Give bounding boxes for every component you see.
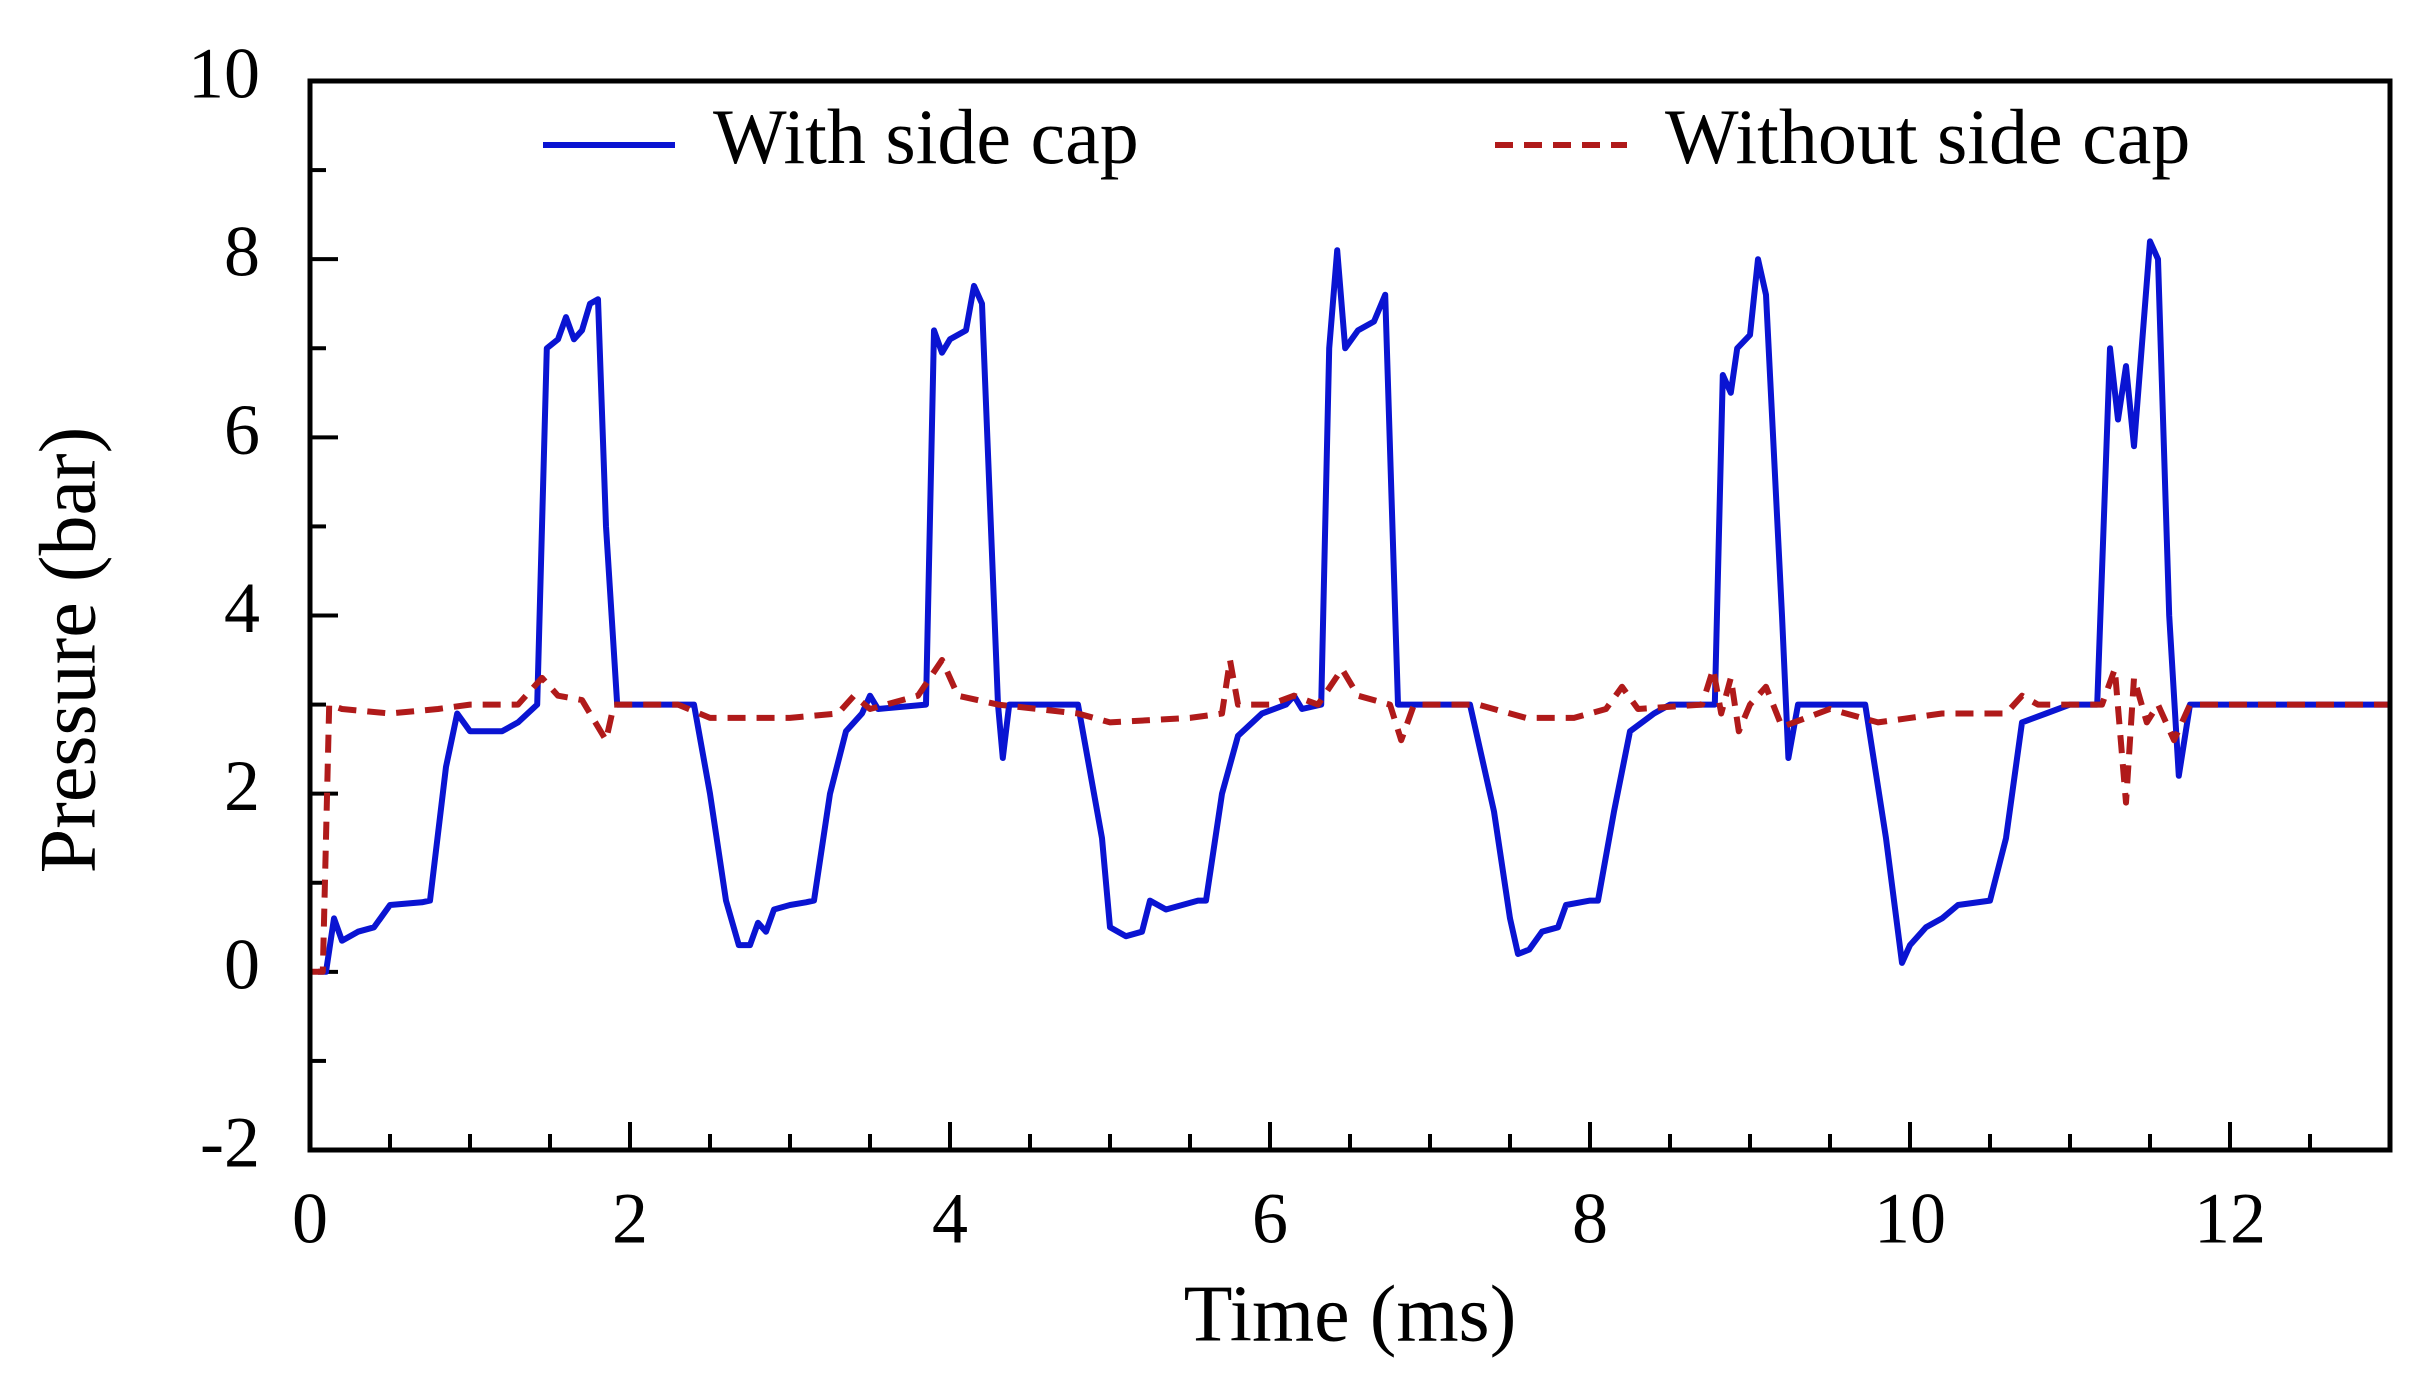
x-tick-label: 0 [292,1179,328,1259]
legend-label: With side cap [713,93,1139,180]
y-tick-label: 8 [224,212,260,292]
legend-label: Without side cap [1665,93,2190,180]
y-tick-label: 0 [224,924,260,1004]
x-tick-label: 10 [1874,1179,1946,1259]
x-tick-label: 2 [612,1179,648,1259]
x-tick-label: 8 [1572,1179,1608,1259]
x-tick-label: 6 [1252,1179,1288,1259]
plot-frame [307,78,2393,1153]
y-tick-label: 2 [224,746,260,826]
y-tick-label: 10 [188,34,260,114]
y-tick-label: 6 [224,390,260,470]
x-tick-label: 12 [2194,1179,2266,1259]
y-tick-label: -2 [200,1103,260,1183]
series-line [318,238,2390,975]
x-tick-label: 4 [932,1179,968,1259]
y-axis-title: Pressure (bar) [24,427,112,873]
y-tick-label: 4 [224,568,260,648]
x-axis-title: Time (ms) [1184,1270,1517,1358]
series-line [310,657,2390,975]
